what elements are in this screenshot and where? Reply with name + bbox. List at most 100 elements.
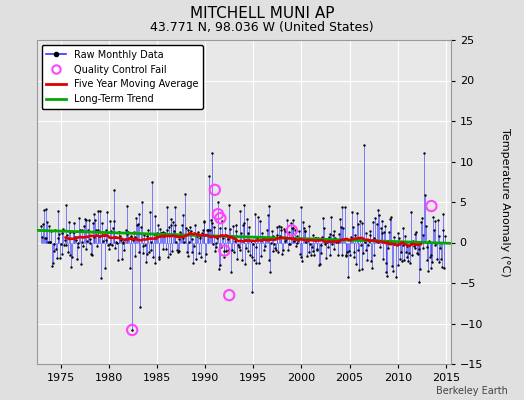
Point (187, 228, 195, 234)
Point (219, 235, 227, 241)
Point (158, 230, 166, 237)
Point (223, 235, 232, 242)
Point (326, 230, 334, 237)
Point (430, 242, 439, 248)
Point (135, 211, 144, 218)
Point (242, 244, 250, 251)
Point (101, 265, 109, 272)
Point (392, 274, 400, 280)
Point (235, 244, 243, 250)
Point (318, 242, 326, 248)
Legend: Raw Monthly Data, Quality Control Fail, Five Year Moving Average, Long-Term Tren: Raw Monthly Data, Quality Control Fail, … (41, 45, 203, 109)
Point (167, 222, 175, 228)
Point (336, 224, 345, 230)
Point (324, 234, 333, 240)
Point (296, 251, 304, 258)
Point (423, 257, 432, 263)
Point (74, 240, 83, 246)
Point (282, 236, 290, 242)
Point (248, 253, 257, 260)
Point (221, 225, 230, 231)
Point (310, 252, 319, 258)
Point (279, 246, 287, 253)
Point (218, 218, 226, 225)
Point (300, 225, 308, 232)
Point (128, 327, 136, 333)
Point (362, 247, 370, 253)
Point (114, 228, 123, 235)
Point (59, 226, 68, 232)
Point (345, 252, 354, 258)
Point (406, 209, 414, 216)
Point (315, 261, 324, 268)
Point (199, 226, 207, 233)
Point (129, 229, 138, 235)
Point (211, 248, 219, 255)
Point (264, 257, 272, 264)
Point (154, 222, 162, 228)
Point (120, 246, 128, 253)
Point (295, 228, 303, 235)
Point (174, 248, 183, 254)
Point (437, 256, 445, 262)
Point (90, 210, 98, 217)
Point (100, 231, 108, 238)
Point (378, 218, 387, 224)
Point (180, 239, 189, 246)
Point (290, 238, 298, 244)
Point (102, 227, 111, 234)
Point (84, 227, 92, 234)
Point (365, 232, 374, 238)
Point (404, 258, 412, 264)
Point (216, 262, 225, 268)
Point (179, 235, 187, 241)
Point (401, 249, 410, 256)
Point (80, 222, 88, 229)
Point (75, 215, 83, 222)
Point (304, 249, 313, 256)
Point (415, 278, 423, 285)
Point (198, 230, 206, 236)
Point (46, 239, 54, 245)
Point (405, 250, 413, 256)
Point (82, 246, 91, 252)
Point (54, 235, 62, 242)
Point (104, 241, 112, 248)
Point (439, 227, 447, 233)
Point (433, 256, 441, 262)
Point (107, 228, 115, 234)
Point (118, 240, 127, 246)
Point (211, 240, 220, 246)
Point (162, 204, 171, 211)
Point (406, 260, 414, 267)
Point (371, 215, 379, 221)
Point (297, 204, 305, 210)
Point (206, 217, 215, 224)
Point (362, 230, 370, 236)
Point (389, 241, 398, 248)
Point (125, 235, 133, 241)
Point (402, 254, 411, 260)
Point (301, 228, 310, 234)
Point (126, 264, 134, 271)
Point (277, 227, 286, 234)
Point (163, 227, 172, 233)
Point (395, 234, 403, 241)
Point (213, 234, 221, 241)
Point (287, 220, 295, 226)
Point (57, 240, 65, 247)
Point (316, 250, 325, 256)
Point (193, 232, 201, 239)
Point (170, 228, 178, 234)
Point (90, 234, 99, 240)
Point (398, 242, 407, 248)
Point (407, 240, 416, 247)
Point (267, 240, 275, 246)
Point (208, 220, 216, 226)
Point (194, 229, 202, 236)
Point (354, 247, 363, 254)
Point (68, 254, 76, 260)
Point (143, 233, 151, 239)
Point (130, 234, 139, 240)
Point (208, 150, 216, 156)
